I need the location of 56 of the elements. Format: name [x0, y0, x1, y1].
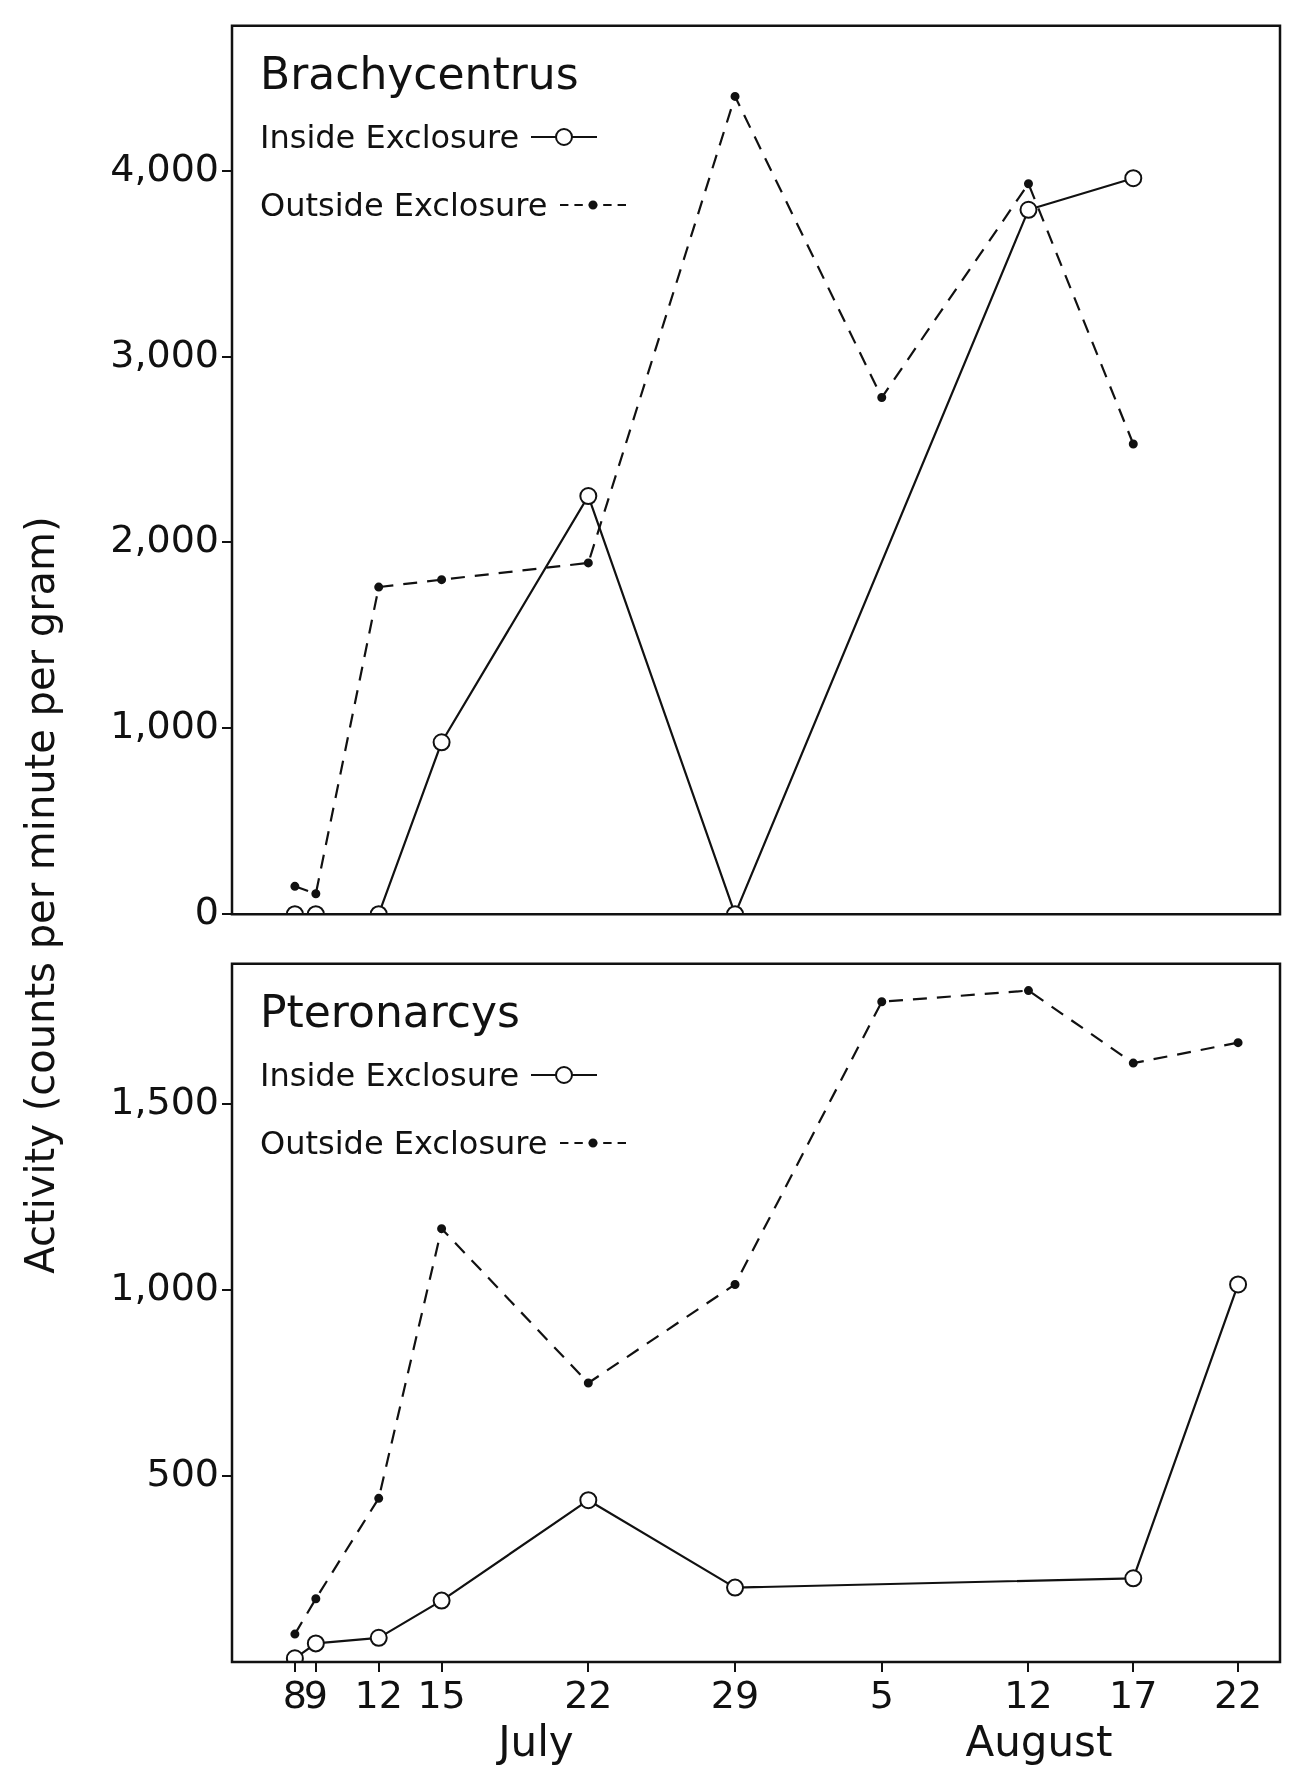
y-tick-label: 2,000 — [110, 517, 219, 562]
y-tick-label: 500 — [146, 1450, 219, 1495]
x-tick-label: 17 — [1109, 1672, 1158, 1717]
point — [374, 1493, 384, 1503]
point — [311, 889, 321, 899]
x-tick-label: 29 — [710, 1672, 760, 1717]
point — [583, 1378, 593, 1388]
y-tick-label: 1,000 — [110, 1264, 219, 1309]
point — [290, 881, 300, 891]
x-tick-label: 12 — [1004, 1672, 1053, 1717]
point — [1128, 1058, 1138, 1068]
point — [730, 91, 740, 101]
legend-label: Outside Exclosure — [260, 185, 548, 224]
point — [374, 582, 384, 592]
point — [877, 997, 887, 1007]
point — [1023, 986, 1033, 996]
point — [1233, 1038, 1243, 1048]
point — [579, 487, 598, 506]
text: Brachycentrus — [260, 48, 579, 100]
point — [1128, 439, 1138, 449]
text: Pteronarcys — [260, 986, 521, 1038]
point — [1019, 200, 1038, 219]
legend-label: Inside Exclosure — [260, 1055, 520, 1094]
point — [1229, 1275, 1248, 1294]
x-tick-label: 5 — [869, 1672, 894, 1717]
point — [437, 1224, 447, 1234]
point — [1023, 179, 1033, 189]
x-tick-label: 8 — [282, 1672, 307, 1717]
x-tick-label: 12 — [354, 1672, 403, 1717]
point — [1124, 169, 1143, 188]
point — [726, 1578, 745, 1597]
y-tick-label: 3,000 — [110, 331, 219, 376]
y-tick-label: 1,500 — [110, 1078, 219, 1123]
x-tick-label: 15 — [417, 1672, 466, 1717]
y-axis-title: Activity (counts per minute per gram) — [17, 516, 63, 1274]
y-tick-label: 1,000 — [110, 703, 219, 748]
point — [432, 733, 451, 752]
y-tick-label: 0 — [194, 889, 219, 934]
point — [877, 393, 887, 403]
point — [583, 558, 593, 568]
legend-label: Outside Exclosure — [260, 1123, 548, 1162]
text: August — [965, 1716, 1113, 1766]
point — [290, 1629, 300, 1639]
point — [311, 1594, 321, 1604]
x-tick-label: 22 — [564, 1672, 613, 1717]
point — [437, 575, 447, 585]
point — [306, 1634, 325, 1653]
point — [432, 1591, 451, 1610]
point — [369, 1628, 388, 1647]
point — [579, 1491, 598, 1510]
text: July — [495, 1716, 574, 1766]
x-tick-label: 22 — [1213, 1672, 1263, 1717]
point — [1124, 1569, 1143, 1588]
point — [730, 1279, 740, 1289]
y-tick-label: 4,000 — [110, 145, 219, 190]
legend-label: Inside Exclosure — [260, 117, 520, 156]
